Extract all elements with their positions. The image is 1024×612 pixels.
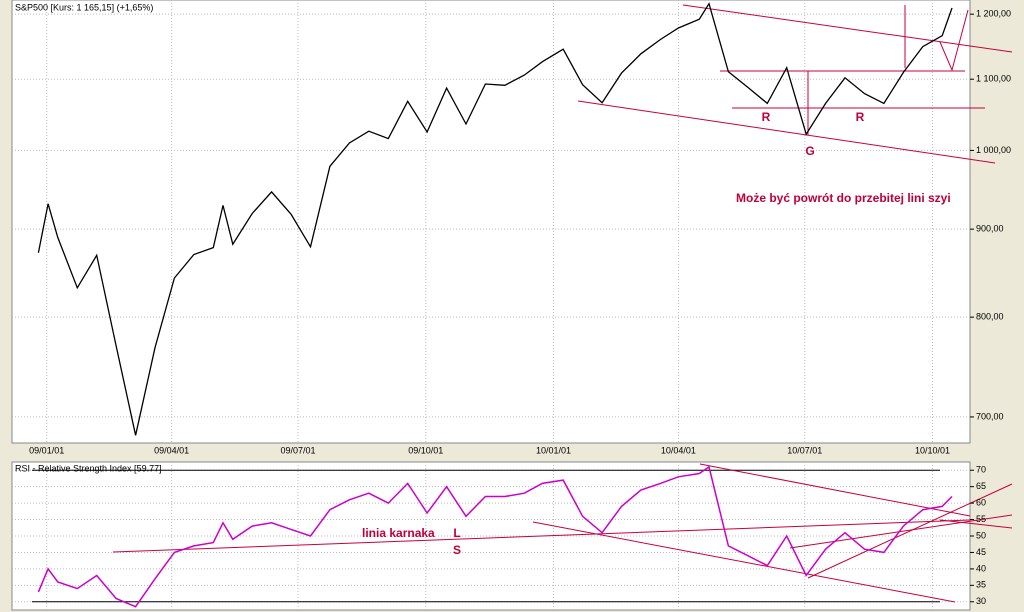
x-tick-label: 09/10/01 bbox=[408, 445, 443, 455]
price-line bbox=[37, 2, 953, 436]
x-tick-label: 09/04/01 bbox=[154, 445, 189, 455]
trend-line bbox=[699, 463, 971, 517]
rsi-panel bbox=[11, 461, 971, 611]
y-tick-label: 40 bbox=[976, 563, 986, 573]
y-tick-label: 55 bbox=[976, 514, 986, 524]
price-line bbox=[37, 465, 953, 608]
trend-line bbox=[939, 519, 1013, 529]
price-panel bbox=[11, 0, 971, 444]
annotation: S bbox=[453, 543, 461, 557]
return-line bbox=[939, 9, 969, 72]
trend-line bbox=[789, 514, 1013, 549]
annotation: G bbox=[805, 144, 814, 158]
annotation: L bbox=[453, 526, 460, 540]
y-tick-label: 60 bbox=[976, 497, 986, 507]
y-tick-label: 50 bbox=[976, 530, 986, 540]
y-tick-label: 30 bbox=[976, 596, 986, 606]
trend-lines bbox=[112, 4, 1013, 603]
trend-line bbox=[532, 521, 956, 603]
y-tick-label: 900,00 bbox=[976, 224, 1004, 234]
y-tick-label: 70 bbox=[976, 465, 986, 475]
y-tick-label: 800,00 bbox=[976, 312, 1004, 322]
annotation: Może być powrót do przebitej lini szyi bbox=[736, 191, 951, 205]
y-tick-label: 45 bbox=[976, 547, 986, 557]
trend-line bbox=[577, 100, 996, 164]
y-tick-label: 1 200,00 bbox=[976, 9, 1011, 19]
trend-line bbox=[112, 519, 971, 553]
trend-line bbox=[807, 483, 1013, 579]
price-title: S&P500 [Kurs: 1 165,15] (+1,65%) bbox=[15, 2, 153, 12]
y-tick-label: 1 000,00 bbox=[976, 145, 1011, 155]
x-tick-label: 10/04/01 bbox=[661, 445, 696, 455]
x-tick-label: 09/01/01 bbox=[29, 445, 64, 455]
x-tick-label: 10/07/01 bbox=[787, 445, 822, 455]
x-tick-label: 10/10/01 bbox=[915, 445, 950, 455]
annotation: R bbox=[856, 110, 865, 124]
rsi-title: RSI - Relative Strength Index [59.77] bbox=[15, 463, 162, 473]
x-tick-label: 09/07/01 bbox=[280, 445, 315, 455]
trend-line bbox=[682, 4, 1013, 53]
y-tick-label: 1 100,00 bbox=[976, 74, 1011, 84]
y-tick-label: 700,00 bbox=[976, 411, 1004, 421]
y-tick-label: 65 bbox=[976, 481, 986, 491]
y-tick-label: 35 bbox=[976, 580, 986, 590]
annotation: linia karnaka bbox=[362, 526, 435, 540]
annotation: R bbox=[762, 110, 771, 124]
x-tick-label: 10/01/01 bbox=[536, 445, 571, 455]
